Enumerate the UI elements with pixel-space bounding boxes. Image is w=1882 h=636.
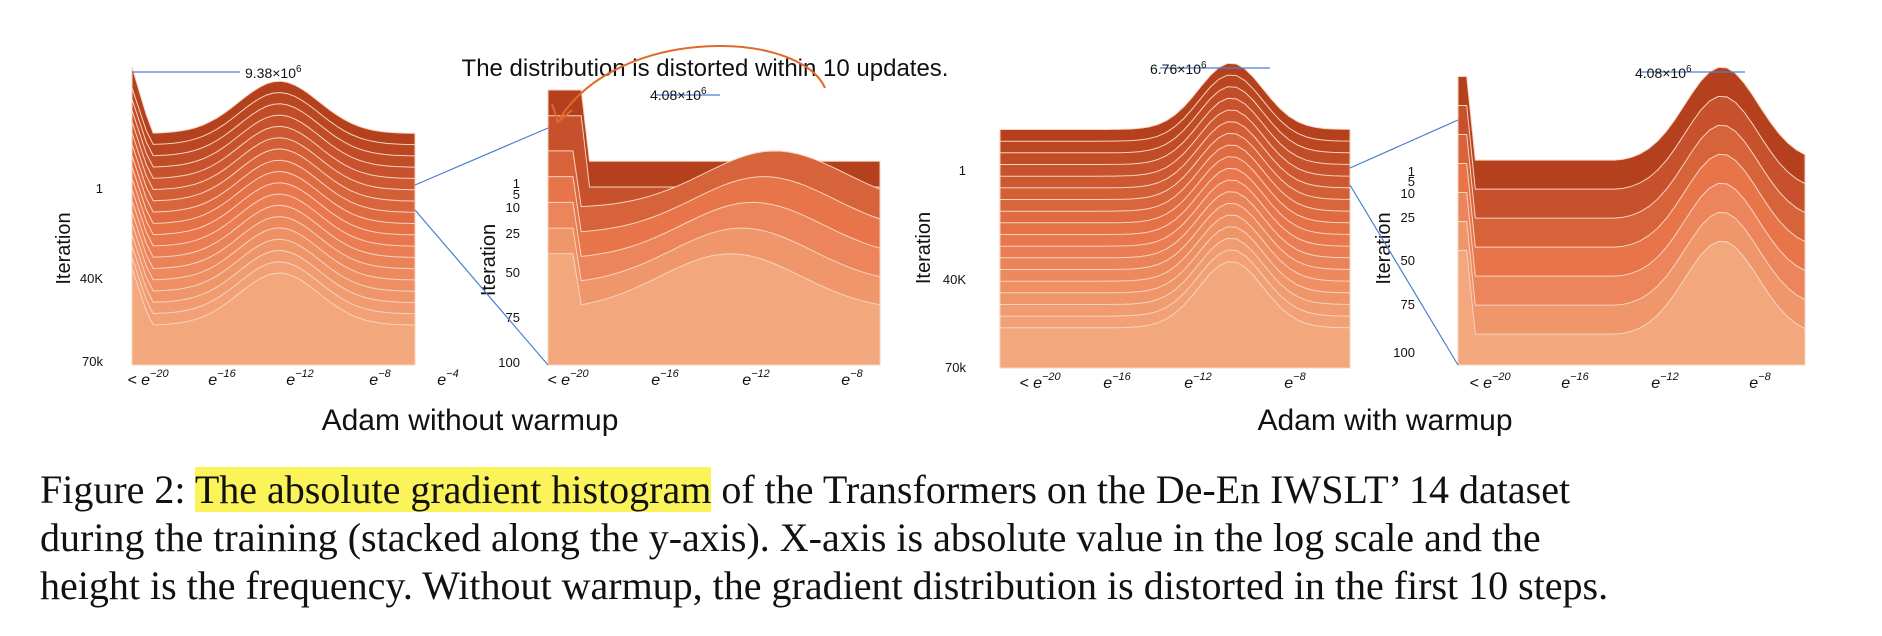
y-tick-label: 40K <box>80 271 103 286</box>
y-tick-label: 100 <box>1393 345 1415 360</box>
y-tick-label: 40K <box>943 272 966 287</box>
x-tick-label: e−8 <box>1749 371 1771 392</box>
y-axis-label: Iteration <box>478 224 500 296</box>
histogram-layer <box>547 253 881 366</box>
zoom-connector-line <box>414 127 549 186</box>
x-tick-label: e−12 <box>286 368 314 389</box>
peak-label: 6.76×106 <box>1150 60 1207 77</box>
x-tick-label: e−16 <box>1561 371 1589 392</box>
y-tick-label: 5 <box>513 187 520 202</box>
x-tick-label: < e−20 <box>547 368 589 389</box>
zoom-connector-line <box>1349 184 1459 366</box>
x-tick-label: < e−20 <box>1469 371 1511 392</box>
figure-2: 9.38×106 Iteration 1 40K 70k < e−20 e−16 e−12 e−… <box>53 45 1806 437</box>
y-tick-label: 1 <box>959 163 966 178</box>
y-tick-label: 1 <box>96 181 103 196</box>
x-tick-label: e−12 <box>1651 371 1679 392</box>
group-title-right: Adam with warmup <box>1257 404 1512 437</box>
x-tick-label: < e−20 <box>127 368 169 389</box>
y-tick-label: 25 <box>506 226 520 241</box>
caption-line-1-rest: of the Transformers on the De-En IWSLT’ … <box>721 467 1571 512</box>
x-tick-label: e−8 <box>369 368 391 389</box>
x-tick-label: e−8 <box>841 368 863 389</box>
zoom-connector-line <box>1349 119 1459 169</box>
y-tick-label: 25 <box>1401 210 1415 225</box>
y-tick-label: 75 <box>1401 297 1415 312</box>
y-tick-label: 10 <box>506 200 520 215</box>
figure-caption: Figure 2: The absolute gradient histogra… <box>40 466 1840 610</box>
y-tick-label: 70k <box>82 354 103 369</box>
panel-no-warmup-full: 9.38×106 Iteration 1 40K 70k < e−20 e−16 e−12 e−… <box>53 64 459 389</box>
y-tick-label: 100 <box>498 355 520 370</box>
caption-line-2: during the training (stacked along the y… <box>40 515 1541 560</box>
x-tick-label: e−8 <box>1284 371 1306 392</box>
x-tick-label: e−12 <box>742 368 770 389</box>
x-tick-label: e−4 <box>437 368 458 389</box>
x-tick-label: e−16 <box>651 368 679 389</box>
y-tick-label: 1 <box>1408 164 1415 179</box>
x-tick-label: e−12 <box>1184 371 1212 392</box>
y-tick-label: 5 <box>1408 174 1415 189</box>
y-tick-label: 50 <box>1401 253 1415 268</box>
x-tick-label: e−16 <box>208 368 236 389</box>
y-axis-label: Iteration <box>1373 212 1395 284</box>
annotation-arrow <box>559 45 826 119</box>
y-tick-label: 50 <box>506 265 520 280</box>
annotation-arrowhead <box>551 103 573 124</box>
y-axis-label: Iteration <box>913 212 935 284</box>
y-tick-label: 70k <box>945 360 966 375</box>
panel-warmup-full: 6.76×106 Iteration 1 40K 70k < e−20 e−16 e−12 e−… <box>913 60 1351 392</box>
peak-label: 9.38×106 <box>245 64 302 81</box>
histogram-layer <box>131 268 416 366</box>
y-tick-label: 1 <box>513 176 520 191</box>
group-title-left: Adam without warmup <box>322 404 619 437</box>
distortion-annotation: The distribution is distorted within 10 … <box>462 55 949 82</box>
x-tick-label: e−16 <box>1103 371 1131 392</box>
x-tick-label: < e−20 <box>1019 371 1061 392</box>
caption-highlight: The absolute gradient histogram <box>194 467 712 512</box>
histogram-layer <box>1457 240 1806 366</box>
histogram-layer <box>999 261 1351 369</box>
y-axis-label: Iteration <box>53 212 75 284</box>
y-tick-label: 75 <box>506 310 520 325</box>
peak-label: 4.08×106 <box>1635 64 1692 81</box>
peak-label: 4.08×106 <box>650 86 707 103</box>
zoom-connector-line <box>414 209 549 366</box>
caption-prefix: Figure 2: <box>40 467 186 512</box>
histogram-panels: 9.38×106 Iteration 1 40K 70k < e−20 e−16 e−12 e−… <box>53 60 1806 392</box>
caption-line-1: Figure 2: The absolute gradient histogra… <box>40 466 1840 514</box>
y-tick-label: 10 <box>1401 186 1415 201</box>
caption-line-3: height is the frequency. Without warmup,… <box>40 563 1609 608</box>
